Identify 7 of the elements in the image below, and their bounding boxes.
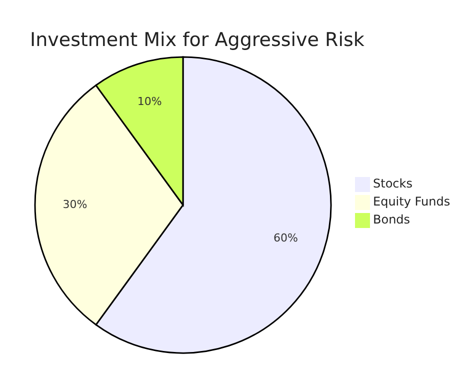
legend-label: Bonds [373, 212, 410, 226]
chart-title: Investment Mix for Aggressive Risk [30, 29, 364, 51]
legend-label: Stocks [373, 176, 412, 190]
data-label: 30% [62, 198, 88, 212]
data-label: 10% [137, 95, 162, 108]
legend-label: Equity Funds [373, 194, 450, 208]
data-label: 60% [274, 231, 298, 244]
